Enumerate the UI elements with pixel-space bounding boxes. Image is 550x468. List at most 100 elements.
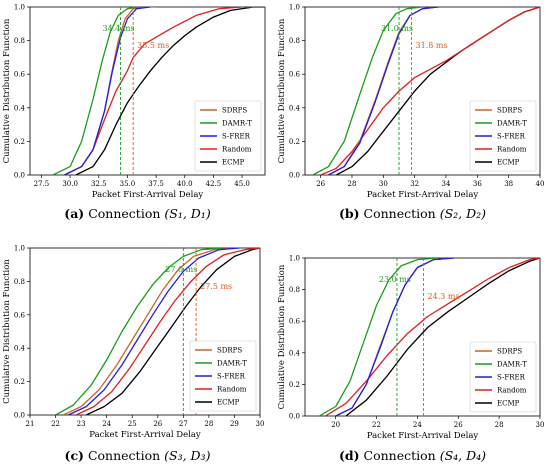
x-tick-label: 20 (331, 421, 340, 429)
series-line-random (325, 258, 540, 416)
y-tick-label: 0.2 (289, 381, 300, 389)
caption-b-math: (S₂, D₂) (439, 206, 487, 221)
legend-label: S-FRER (222, 133, 251, 141)
legend-box (469, 100, 537, 172)
x-tick-label: 29 (230, 420, 239, 428)
y-tick-label: 0.6 (289, 71, 301, 79)
annotation-label: 24.3 ms (428, 292, 460, 301)
legend-label: DAMR-T (497, 361, 527, 369)
x-tick-label: 37.5 (148, 180, 164, 188)
series-line-damr-t (312, 7, 423, 175)
x-tick-label: 30.0 (62, 180, 78, 188)
chart-panel-2: 0.0 0.2 0.4 0.6 0.8 1.0 21 22 23 24 25 26 27 28 29 30 Pa… (2, 245, 264, 441)
legend-label: Random (222, 146, 252, 154)
y-tick-label: 0.0 (289, 172, 300, 180)
legend-label: S-FRER (497, 133, 526, 141)
legend-label: S-FRER (217, 373, 246, 381)
caption-a-math: (S₁, D₁) (164, 206, 211, 221)
series-line-s-frer (328, 7, 439, 175)
caption-b-tag: (b) (338, 206, 360, 221)
x-tick-label: 32 (410, 180, 419, 188)
x-axis-label: Packet First-Arrival Delay (89, 430, 201, 440)
legend-label: Random (497, 387, 527, 395)
x-tick-label: 25 (128, 420, 137, 428)
plot-frame (304, 257, 541, 417)
x-tick-label: 22 (372, 421, 381, 429)
x-tick-label: 24 (102, 420, 111, 428)
plot-frame (29, 247, 261, 416)
annotation-label: 34.4 ms (103, 24, 135, 33)
y-tick-label: 0.4 (289, 349, 301, 357)
series-line-ecmp (345, 258, 540, 416)
legend-box (189, 340, 257, 412)
caption-b: (b) Connection (S₂, D₂) (275, 206, 550, 221)
caption-c-tag: (c) (64, 448, 84, 463)
series-line-random (75, 248, 260, 415)
caption-a-text: Connection (88, 206, 161, 221)
x-tick-label: 24 (413, 421, 422, 429)
x-tick-label: 28 (495, 421, 504, 429)
x-tick-label: 45.0 (234, 180, 250, 188)
y-axis-label: Cumulative Distribution Function (2, 18, 12, 163)
legend-label: SDRPS (217, 347, 242, 355)
y-tick-label: 0.2 (289, 138, 300, 146)
legend-label: DAMR-T (222, 120, 252, 128)
y-tick-label: 0.0 (14, 172, 25, 180)
caption-d-math: (S₄, D₄) (439, 448, 487, 463)
series-line-damr-t (52, 7, 139, 175)
legend-label: Random (497, 146, 527, 154)
series-line-s-frer (68, 248, 240, 415)
series-line-random (320, 7, 540, 175)
x-tick-label: 26 (153, 420, 162, 428)
x-tick-label: 30 (536, 421, 545, 429)
caption-a: (a) Connection (S₁, D₁) (0, 206, 275, 221)
x-tick-label: 36 (473, 180, 482, 188)
y-tick-label: 1.0 (289, 4, 300, 12)
x-tick-label: 35.0 (120, 180, 136, 188)
y-tick-label: 0.6 (289, 318, 301, 326)
x-tick-label: 26 (454, 421, 463, 429)
legend-label: DAMR-T (217, 360, 247, 368)
y-axis-label: Cumulative Distribution Function (277, 18, 287, 163)
x-tick-label: 38 (504, 180, 513, 188)
y-tick-label: 0.8 (289, 37, 300, 45)
x-tick-label: 40 (536, 180, 545, 188)
annotation-label: 23.0 ms (379, 275, 411, 284)
x-tick-label: 42.5 (206, 180, 222, 188)
legend-label: ECMP (497, 400, 520, 408)
annotation-label: 31.0 ms (381, 24, 413, 33)
chart-panel-0: 0.0 0.2 0.4 0.6 0.8 1.0 27.5 30.0 32.5 35.0 37.5 40… (2, 4, 266, 200)
x-tick-label: 23 (77, 420, 86, 428)
y-axis-label: Cumulative Distribution Function (2, 259, 12, 404)
legend-label: SDRPS (497, 348, 522, 356)
series-line-s-frer (335, 258, 455, 416)
y-tick-label: 0.8 (14, 37, 25, 45)
y-tick-label: 0.6 (14, 311, 26, 319)
x-axis-label: Packet First-Arrival Delay (367, 431, 479, 441)
legend-label: SDRPS (497, 107, 522, 115)
y-tick-label: 1.0 (14, 245, 25, 253)
legend-box (469, 341, 537, 413)
legend-label: ECMP (222, 159, 245, 167)
series-line-ecmp (85, 248, 260, 415)
legend-label: DAMR-T (497, 120, 527, 128)
x-tick-label: 22 (51, 420, 60, 428)
y-axis-label: Cumulative Distribution Function (277, 264, 287, 409)
legend-label: S-FRER (497, 374, 526, 382)
caption-a-tag: (a) (64, 206, 85, 221)
x-tick-label: 30 (379, 180, 388, 188)
annotation-label: 27.0 ms (165, 265, 197, 274)
y-tick-label: 0.4 (14, 345, 26, 353)
x-tick-label: 21 (26, 420, 35, 428)
series-line-damr-t (55, 248, 222, 415)
x-axis-label: Packet First-Arrival Delay (367, 190, 479, 200)
y-tick-label: 0.8 (289, 286, 300, 294)
series-line-ecmp (75, 7, 265, 175)
x-tick-label: 28 (204, 420, 213, 428)
y-tick-label: 0.2 (14, 378, 25, 386)
chart-panel-3: 0.0 0.2 0.4 0.6 0.8 1.0 20 22 24 26 28 30 Packet Fir… (277, 255, 544, 442)
series-line-damr-t (318, 258, 438, 416)
legend-label: Random (217, 386, 247, 394)
x-tick-label: 30 (256, 420, 265, 428)
x-tick-label: 27.5 (34, 180, 50, 188)
